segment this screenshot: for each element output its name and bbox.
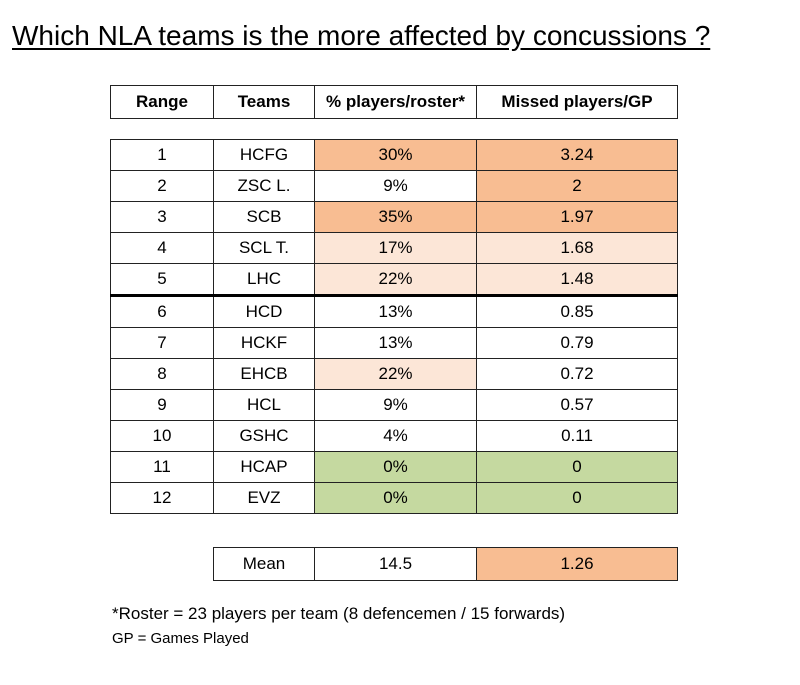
pct-cell: 9% <box>314 389 477 421</box>
pct-cell: 9% <box>314 170 477 202</box>
missed-cell: 0 <box>476 451 678 483</box>
table-row: 2 ZSC L. 9% 2 <box>110 170 678 202</box>
pct-cell: 35% <box>314 201 477 233</box>
table-row: 1 HCFG 30% 3.24 <box>110 139 678 171</box>
missed-cell: 0 <box>476 482 678 514</box>
table-row: 4 SCL T. 17% 1.68 <box>110 232 678 264</box>
table-row: 7 HCKF 13% 0.79 <box>110 327 678 359</box>
team-cell: SCL T. <box>213 232 315 264</box>
team-cell: HCAP <box>213 451 315 483</box>
missed-cell: 0.11 <box>476 420 678 452</box>
team-cell: EHCB <box>213 358 315 390</box>
team-cell: SCB <box>213 201 315 233</box>
missed-cell: 0.72 <box>476 358 678 390</box>
team-cell: HCKF <box>213 327 315 359</box>
missed-cell: 0.79 <box>476 327 678 359</box>
table-row: 5 LHC 22% 1.48 <box>110 263 678 296</box>
pct-cell: 4% <box>314 420 477 452</box>
table-row: 3 SCB 35% 1.97 <box>110 201 678 233</box>
pct-cell: 17% <box>314 232 477 264</box>
table-row: 6 HCD 13% 0.85 <box>110 294 678 328</box>
missed-cell: 1.97 <box>476 201 678 233</box>
range-cell: 8 <box>110 358 214 390</box>
missed-cell: 2 <box>476 170 678 202</box>
team-cell: HCD <box>213 294 315 328</box>
missed-cell: 1.48 <box>476 263 678 296</box>
range-cell: 4 <box>110 232 214 264</box>
team-cell: HCFG <box>213 139 315 171</box>
table-row: 11 HCAP 0% 0 <box>110 451 678 483</box>
team-cell: EVZ <box>213 482 315 514</box>
header-teams: Teams <box>213 85 315 119</box>
range-cell: 10 <box>110 420 214 452</box>
table-row: 8 EHCB 22% 0.72 <box>110 358 678 390</box>
pct-cell: 30% <box>314 139 477 171</box>
header-pct: % players/roster* <box>314 85 477 119</box>
table-body: 1 HCFG 30% 3.24 2 ZSC L. 9% 2 3 SCB 35% 1.97 4 SCL T.… <box>110 139 678 514</box>
pct-cell: 22% <box>314 263 477 296</box>
table-header: Range Teams % players/roster* Missed pla… <box>110 85 678 119</box>
range-cell: 1 <box>110 139 214 171</box>
missed-cell: 0.85 <box>476 294 678 328</box>
team-cell: LHC <box>213 263 315 296</box>
page-title: Which NLA teams is the more affected by … <box>12 20 711 51</box>
missed-cell: 0.57 <box>476 389 678 421</box>
missed-cell: 1.68 <box>476 232 678 264</box>
pct-cell: 22% <box>314 358 477 390</box>
pct-cell: 0% <box>314 451 477 483</box>
mean-pct: 14.5 <box>314 547 477 581</box>
range-cell: 12 <box>110 482 214 514</box>
gp-note: GP = Games Played <box>112 630 249 647</box>
mean-row: Mean 14.5 1.26 <box>213 547 678 581</box>
table-row: 9 HCL 9% 0.57 <box>110 389 678 421</box>
team-cell: ZSC L. <box>213 170 315 202</box>
pct-cell: 0% <box>314 482 477 514</box>
mean-missed: 1.26 <box>476 547 678 581</box>
range-cell: 9 <box>110 389 214 421</box>
range-cell: 11 <box>110 451 214 483</box>
range-cell: 6 <box>110 294 214 328</box>
roster-note: *Roster = 23 players per team (8 defence… <box>112 604 566 623</box>
table-row: 12 EVZ 0% 0 <box>110 482 678 514</box>
team-cell: HCL <box>213 389 315 421</box>
mean-label: Mean <box>213 547 315 581</box>
team-cell: GSHC <box>213 420 315 452</box>
range-cell: 2 <box>110 170 214 202</box>
range-cell: 3 <box>110 201 214 233</box>
header-missed: Missed players/GP <box>476 85 678 119</box>
missed-cell: 3.24 <box>476 139 678 171</box>
range-cell: 5 <box>110 263 214 296</box>
pct-cell: 13% <box>314 294 477 328</box>
pct-cell: 13% <box>314 327 477 359</box>
header-range: Range <box>110 85 214 119</box>
range-cell: 7 <box>110 327 214 359</box>
table-row: 10 GSHC 4% 0.11 <box>110 420 678 452</box>
